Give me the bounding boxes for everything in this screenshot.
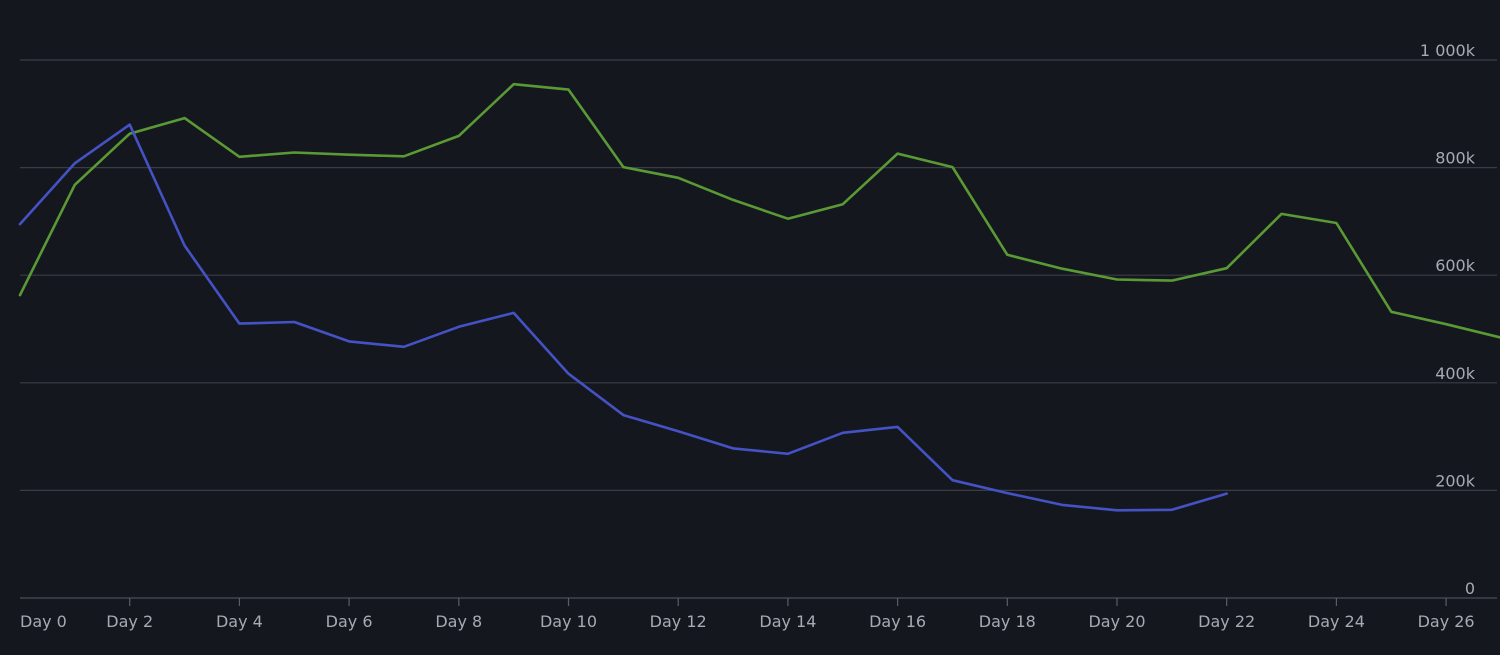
- x-tick-label: Day 12: [650, 612, 707, 631]
- y-tick-label: 0: [1465, 579, 1475, 598]
- grid-lines: [20, 59, 1497, 599]
- x-tick-label: Day 10: [540, 612, 597, 631]
- green-series-line: [18, 82, 1500, 339]
- y-tick-label: 200k: [1435, 471, 1476, 490]
- x-tick-label: Day 4: [216, 612, 263, 631]
- x-tick-label: Day 8: [435, 612, 482, 631]
- axes: 0 200k 400k 600k 800k 1 000k Day 0 Day 2 Day 4 Da…: [20, 41, 1476, 631]
- y-tick-label: 400k: [1435, 364, 1476, 383]
- y-tick-label: 1 000k: [1420, 41, 1476, 60]
- series-lines: [18, 82, 1500, 512]
- x-tick-label: Day 16: [869, 612, 926, 631]
- x-tick-label: Day 0: [20, 612, 67, 631]
- blue-series-line: [18, 123, 1228, 512]
- y-tick-label: 600k: [1435, 256, 1476, 275]
- x-tick-label: Day 22: [1198, 612, 1255, 631]
- x-tick-label: Day 20: [1088, 612, 1145, 631]
- x-tick-label: Day 18: [979, 612, 1036, 631]
- x-tick-label: Day 14: [759, 612, 816, 631]
- x-tick-label: Day 26: [1418, 612, 1475, 631]
- y-tick-label: 800k: [1435, 149, 1476, 168]
- x-tick-label: Day 2: [106, 612, 153, 631]
- x-tick-label: Day 24: [1308, 612, 1365, 631]
- x-tick-label: Day 6: [326, 612, 373, 631]
